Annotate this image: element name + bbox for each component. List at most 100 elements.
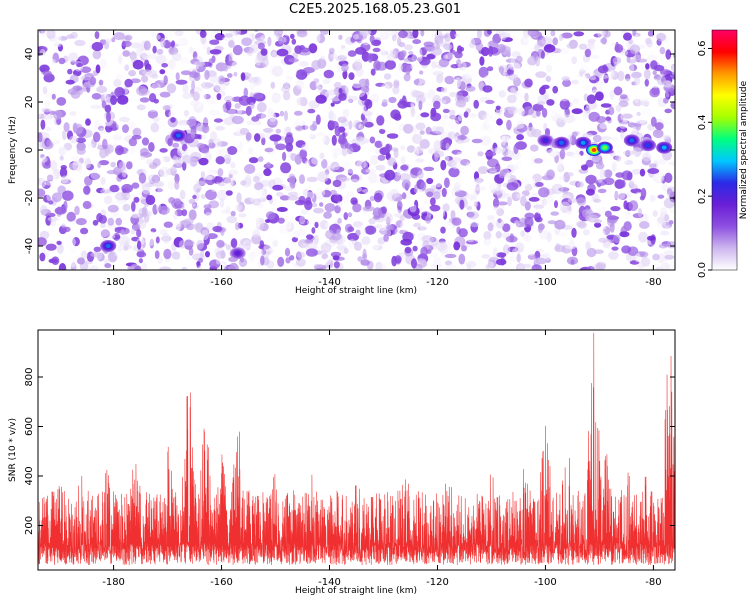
spectrogram-cell [615, 41, 620, 53]
spectrogram-cell [654, 122, 664, 131]
spectrogram-cell [61, 223, 66, 228]
spectrogram-cell [556, 165, 564, 176]
spectrogram-cell [446, 160, 457, 167]
spectrogram-cell [167, 32, 174, 43]
spectrogram-cell [470, 222, 479, 228]
spectrogram-cell [317, 135, 327, 144]
spectrogram-cell [143, 212, 150, 223]
spectrogram-cell [288, 58, 299, 63]
spectrogram-cell [360, 259, 370, 266]
spectrogram-cell [67, 88, 78, 95]
spectrogram-cell [548, 151, 558, 157]
spectrogram-cell [356, 187, 369, 194]
spectrogram-cell [293, 120, 300, 128]
spectrogram-cell [161, 127, 170, 134]
spectrogram-cell [619, 155, 628, 164]
spectrogram-cell [132, 213, 144, 219]
spectrogram-cell [535, 56, 541, 67]
spectrogram-cell [394, 120, 403, 126]
spectrogram-cell [388, 30, 394, 37]
spectrogram-cell [510, 216, 520, 224]
spectrogram-cell [247, 76, 260, 84]
spectrogram-cell [255, 32, 266, 42]
spectrogram-cell [295, 79, 305, 90]
spectrogram-cell [446, 102, 453, 110]
spectrogram-cell [46, 192, 52, 202]
x-tick-label: -140 [318, 277, 341, 288]
spectrogram-cell [255, 120, 262, 126]
spectrogram-cell [114, 248, 119, 257]
spectrogram-cell [387, 157, 397, 166]
spectrogram-cell [96, 85, 108, 94]
spectrogram-cell [333, 261, 340, 269]
spectrogram-cell [104, 104, 112, 113]
spectrogram-cell [459, 199, 465, 210]
spectrogram-cell [299, 174, 305, 185]
spectrogram-cell [171, 52, 182, 62]
spectrogram-cell [639, 98, 650, 106]
spectrogram-cell [438, 58, 450, 68]
spectrogram-cell [495, 105, 501, 111]
spectrogram-cell [448, 167, 460, 178]
spectrogram-cell [403, 123, 414, 134]
spectrogram-cell [225, 157, 231, 165]
spectrogram-cell [594, 222, 602, 228]
spectrogram-cell [619, 130, 624, 140]
spectrogram-cell [313, 78, 320, 84]
spectrogram-cell [566, 256, 579, 265]
spectrogram-cell [266, 234, 279, 242]
spectrogram-cell [177, 38, 189, 47]
spectrogram-cell [600, 37, 607, 44]
spectrogram-cell [153, 34, 161, 40]
spectrogram-cell [506, 119, 512, 131]
spectrogram-cell [110, 95, 118, 106]
spectrogram-cell [632, 30, 637, 37]
spectrogram-cell [346, 94, 354, 103]
spectrogram-cell [491, 188, 503, 195]
spectrogram-cell [257, 197, 267, 203]
spectrogram-cell [315, 131, 326, 137]
spectrogram-cell [93, 246, 102, 253]
spectrogram-cell [115, 119, 122, 129]
spectrogram-cell [484, 151, 497, 157]
spectrogram-cell [622, 150, 635, 156]
y-tick-label: -20 [24, 190, 35, 206]
spectrogram-cell [619, 231, 630, 238]
spectrogram-cell [400, 164, 409, 171]
spectrogram-cell [579, 68, 586, 78]
spectrogram-cell [587, 40, 595, 51]
spectrogram-cell [244, 174, 252, 186]
snr-y-label: SNR (10 * v/v) [8, 418, 18, 482]
spectrogram-cell [473, 99, 480, 109]
spectrogram-cell [347, 168, 354, 176]
spectrogram-cell [397, 37, 402, 46]
spectrogram-cell [175, 79, 188, 85]
spectrogram-cell [164, 109, 171, 118]
spectrogram-cell [440, 87, 448, 93]
spectrogram-cell [475, 177, 482, 185]
spectrogram-cell [523, 176, 529, 187]
spectrogram-cell [481, 254, 491, 259]
spectrogram-cell [144, 59, 150, 69]
spectrogram-cell [94, 31, 100, 40]
spectrogram-cell [377, 154, 386, 161]
spectrogram-cell [628, 200, 639, 212]
spectrogram-cell [624, 78, 632, 83]
spectrogram-cell [41, 107, 52, 113]
spectrogram-cell [74, 205, 80, 216]
spectrogram-cell [470, 113, 477, 118]
spectrogram-cell [461, 245, 467, 252]
spectrogram-cell [404, 246, 412, 254]
spectrogram-cell [134, 265, 142, 270]
spectrogram-cell [377, 237, 386, 245]
spectrogram-cell [355, 160, 363, 167]
spectrogram-cell [579, 74, 588, 85]
spectrogram-cell [302, 188, 309, 198]
x-tick-label: -80 [645, 577, 661, 588]
spectrogram-cell [130, 147, 136, 155]
spectrogram-cell [448, 119, 460, 130]
spectrogram-cell [138, 172, 147, 184]
spectrogram-cell [491, 57, 501, 67]
spectrogram-cell [433, 140, 442, 151]
spectrogram-cell [483, 120, 490, 130]
